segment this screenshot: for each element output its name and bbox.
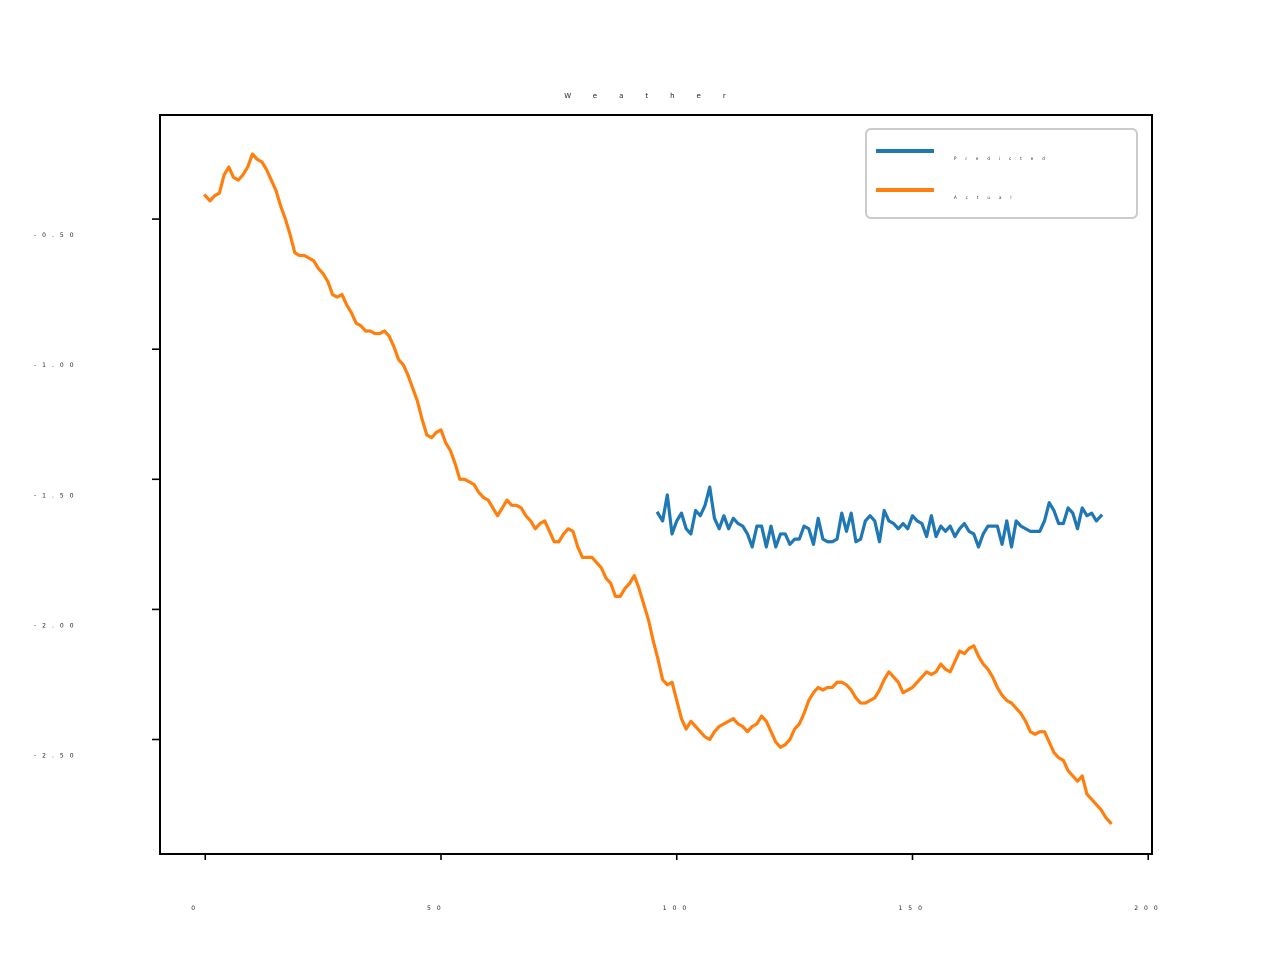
y-tick-label: -1.50 — [34, 492, 80, 499]
x-tick-label: 150 — [898, 905, 927, 912]
y-tick-label: -0.50 — [34, 232, 80, 239]
x-tick-label: 200 — [1134, 905, 1163, 912]
axis-ticks: 0 50 100 150 200 -0.50 -1.00 -1.50 -2.00 -2.50 — [34, 218, 1163, 912]
x-tick-label: 50 — [427, 905, 447, 912]
legend-label-predicted: Predicted — [954, 156, 1054, 161]
chart-title: Weather — [564, 92, 747, 100]
legend-box — [865, 128, 1138, 219]
legend-label-actual: Actual — [954, 195, 1021, 200]
plot-area-frame — [159, 114, 1153, 855]
series-line-actual — [202, 152, 1113, 826]
x-tick-label: 0 — [191, 905, 201, 912]
series-line-predicted — [655, 485, 1104, 549]
legend: Predicted Actual — [865, 128, 1138, 219]
y-tick-label: -2.00 — [34, 622, 80, 629]
y-tick-label: -2.50 — [34, 753, 80, 760]
series-layer — [202, 152, 1113, 826]
y-tick-label: -1.00 — [34, 362, 80, 369]
x-tick-label: 100 — [663, 905, 692, 912]
